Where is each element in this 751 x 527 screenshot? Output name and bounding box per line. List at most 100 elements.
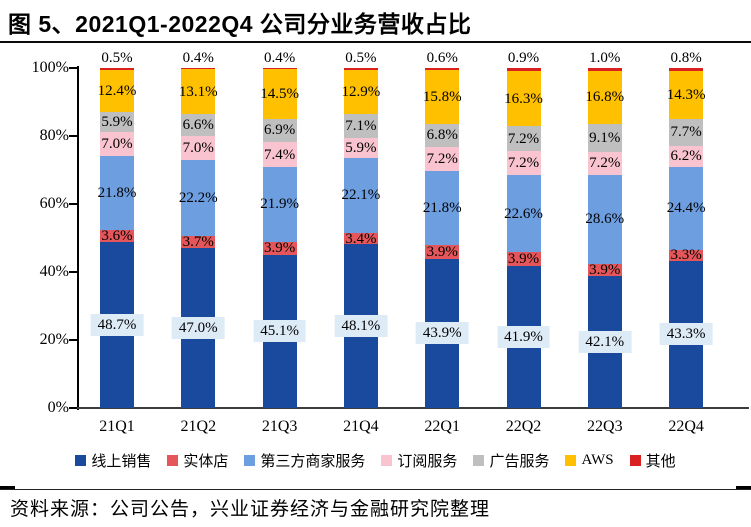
title-divider [0,41,751,43]
bar-segment-21Q4 [343,113,378,138]
legend-label: 线上销售 [91,454,152,470]
y-axis-tick [69,271,77,273]
bar-segment-22Q1 [425,123,460,147]
bar-segment-22Q3 [587,123,622,153]
legend-item: 实体店 [167,450,228,471]
legend-item: 广告服务 [473,450,549,471]
segment-label: 0.6% [426,50,458,66]
bar-segment-21Q4 [343,69,378,114]
segment-label: 16.8% [585,89,625,106]
segment-label: 3.6% [101,228,133,245]
x-axis-label: 21Q2 [180,418,217,435]
bar-segment-21Q4 [343,137,378,158]
bar-segment-21Q2 [181,160,216,236]
bar-segment-21Q3 [262,68,297,70]
segment-label: 3.9% [589,262,621,279]
segment-label: 1.0% [589,50,621,66]
legend-label: 其他 [645,454,676,470]
bar-segment-21Q2 [181,113,216,137]
legend-label: 广告服务 [489,454,550,470]
segment-label: 45.1% [253,320,306,343]
legend-label: AWS [581,452,614,468]
segment-label: 6.9% [263,122,296,139]
bar-segment-21Q4 [343,68,378,70]
x-axis-label: 21Q3 [261,418,298,435]
bar-segment-21Q4 [343,232,378,245]
segment-label: 9.1% [589,129,621,146]
y-tick-label: 80% [39,127,69,144]
segment-label: 6.8% [426,127,458,144]
segment-label: 21.8% [97,184,137,201]
legend-swatch-icon [565,455,577,466]
legend-item: 第三方商家服务 [244,450,365,471]
segment-label: 7.2% [507,130,540,147]
footer-divider [0,489,751,490]
segment-label: 3.9% [263,240,296,257]
chart-legend: 线上销售 实体店 第三方商家服务 订阅服务 广告服务 AWS 其他 [0,450,751,471]
bar-segment-22Q3 [587,68,622,72]
legend-swatch-icon [629,455,641,466]
segment-label: 7.2% [426,151,458,168]
bar-segment-21Q3 [262,69,297,119]
segment-label: 21.8% [422,200,462,217]
bar-segment-22Q2 [506,126,541,151]
footer-divider-cap-right [736,486,751,489]
footer-divider-cap-left [0,486,15,489]
legend-swatch-icon [167,455,179,466]
bar-segment-21Q3 [262,118,297,143]
legend-swatch-icon [75,455,87,466]
x-axis-label: 21Q4 [343,418,379,435]
segment-label: 22.6% [504,205,543,222]
bar-segment-22Q3 [587,174,622,265]
y-axis-tick [69,339,77,341]
segment-label: 6.6% [182,117,214,134]
bar-segment-21Q1 [100,155,134,230]
bar-segment-21Q1 [100,131,134,156]
y-axis-tick [69,135,77,137]
bar-segment-21Q3 [262,142,297,168]
bar-segment-22Q4 [669,119,704,146]
segment-label: 13.1% [178,83,218,100]
y-tick-label: 60% [39,195,69,212]
bar-segment-22Q1 [425,68,460,71]
segment-label: 5.9% [345,139,377,156]
legend-item: AWS [565,452,614,469]
legend-item: 订阅服务 [381,450,457,471]
segment-label: 43.9% [415,322,469,345]
bar-segment-21Q2 [181,235,216,249]
segment-label: 7.2% [589,155,621,172]
segment-label: 22.1% [341,187,381,204]
segment-label: 7.0% [101,135,133,152]
bar-segment-21Q4 [343,157,378,233]
bar-segment-21Q1 [100,68,134,70]
segment-label: 24.4% [666,200,706,217]
segment-label: 0.8% [670,50,702,66]
bar-segment-22Q2 [506,150,541,176]
segment-label: 12.4% [97,82,137,99]
segment-label: 0.9% [507,50,540,66]
segment-label: 7.0% [182,140,214,157]
bar-segment-21Q1 [100,230,134,243]
legend-item: 线上销售 [75,450,151,471]
segment-label: 22.2% [178,189,218,206]
y-tick-label: 20% [39,331,69,348]
segment-label: 3.3% [670,247,702,264]
y-axis-tick [69,407,77,409]
stacked-bar-chart: 0% 20% 40% 60% 80% 100% 48.7% 3.6% 21.8% 7.0% 5.9%… [0,44,751,444]
segment-label: 3.9% [426,244,458,261]
y-axis-tick [69,203,77,205]
x-axis-label: 22Q2 [505,418,542,435]
bar-segment-21Q2 [181,68,216,70]
legend-swatch-icon [381,455,393,466]
bar-segment-22Q4 [669,249,704,261]
x-axis-label: 22Q3 [587,418,623,435]
segment-label: 0.4% [182,50,214,66]
segment-label: 7.7% [670,124,702,141]
segment-label: 48.7% [90,314,144,337]
bar-segment-22Q3 [587,264,622,277]
bar-segment-22Q2 [506,252,541,266]
y-axis-tick [69,67,77,69]
segment-label: 6.2% [670,148,702,165]
segment-label: 16.3% [504,90,543,107]
segment-label: 28.6% [585,211,625,228]
